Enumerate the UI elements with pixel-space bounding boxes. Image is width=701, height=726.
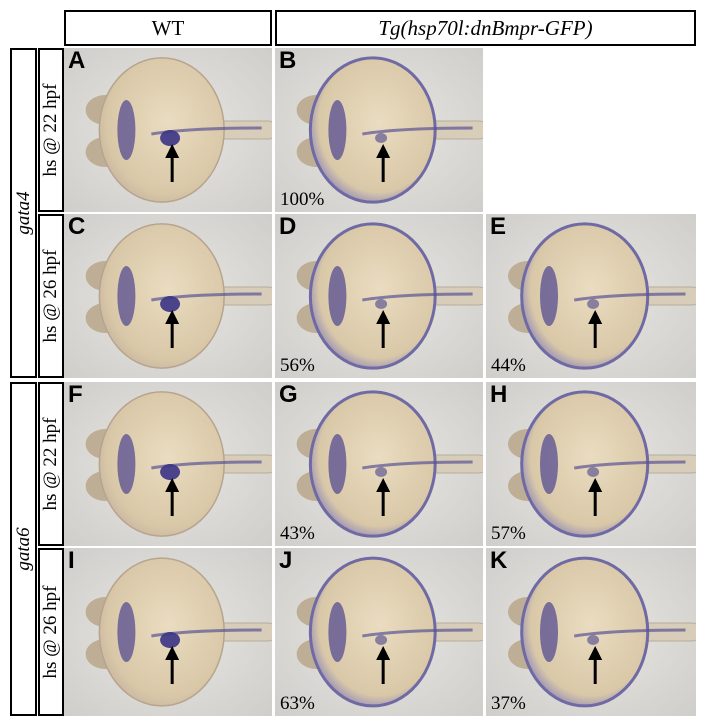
panel-label-k: K bbox=[490, 548, 508, 574]
panel-b: B 100% bbox=[275, 48, 483, 212]
embryo-image bbox=[275, 382, 483, 546]
panel-c: C bbox=[64, 214, 272, 378]
gene-label-gata6-text: gata6 bbox=[12, 527, 34, 571]
panel-d: D 56% bbox=[275, 214, 483, 378]
panel-label-i: I bbox=[68, 548, 75, 574]
embryo-image bbox=[275, 214, 483, 378]
column-header-transgenic: Tg(hsp70l:dnBmpr-GFP) bbox=[275, 10, 696, 46]
panel-percent-b: 100% bbox=[280, 189, 325, 210]
embryo-image bbox=[486, 548, 696, 716]
embryo-image bbox=[275, 548, 483, 716]
gene-label-gata4: gata4 bbox=[10, 48, 37, 378]
panel-e: E 44% bbox=[486, 214, 696, 378]
panel-percent-h: 57% bbox=[491, 523, 526, 544]
condition-label-row1-text: hs @ 22 hpf bbox=[40, 83, 61, 177]
condition-label-row3: hs @ 22 hpf bbox=[38, 382, 64, 546]
panel-h: H 57% bbox=[486, 382, 696, 546]
condition-label-row1: hs @ 22 hpf bbox=[38, 48, 64, 212]
panel-label-j: J bbox=[279, 548, 293, 574]
panel-label-e: E bbox=[490, 214, 507, 240]
panel-label-f: F bbox=[68, 382, 83, 408]
embryo-image bbox=[64, 48, 272, 212]
column-header-wt-label: WT bbox=[151, 15, 185, 40]
condition-label-row4-text: hs @ 26 hpf bbox=[40, 585, 61, 679]
embryo-image bbox=[275, 48, 483, 212]
panel-label-g: G bbox=[279, 382, 298, 408]
condition-label-row4: hs @ 26 hpf bbox=[38, 548, 64, 716]
panel-f: F bbox=[64, 382, 272, 546]
embryo-image bbox=[486, 214, 696, 378]
panel-label-b: B bbox=[279, 48, 297, 74]
embryo-image bbox=[64, 548, 272, 716]
panel-label-h: H bbox=[490, 382, 508, 408]
panel-percent-d: 56% bbox=[280, 355, 315, 376]
panel-i: I bbox=[64, 548, 272, 716]
embryo-image bbox=[64, 214, 272, 378]
panel-k: K 37% bbox=[486, 548, 696, 716]
panel-a: A bbox=[64, 48, 272, 212]
condition-label-row2-text: hs @ 26 hpf bbox=[40, 249, 61, 343]
column-header-transgenic-label: Tg(hsp70l:dnBmpr-GFP) bbox=[378, 15, 593, 40]
panel-label-c: C bbox=[68, 214, 86, 240]
embryo-image bbox=[64, 382, 272, 546]
panel-j: J 63% bbox=[275, 548, 483, 716]
panel-label-d: D bbox=[279, 214, 297, 240]
panel-percent-g: 43% bbox=[280, 523, 315, 544]
column-header-wt: WT bbox=[64, 10, 272, 46]
panel-g: G 43% bbox=[275, 382, 483, 546]
embryo-image bbox=[486, 382, 696, 546]
panel-percent-k: 37% bbox=[491, 693, 526, 714]
condition-label-row2: hs @ 26 hpf bbox=[38, 214, 64, 378]
gene-label-gata6: gata6 bbox=[10, 382, 37, 716]
panel-percent-e: 44% bbox=[491, 355, 526, 376]
panel-label-a: A bbox=[68, 48, 86, 74]
panel-percent-j: 63% bbox=[280, 693, 315, 714]
gene-label-gata4-text: gata4 bbox=[12, 191, 34, 235]
condition-label-row3-text: hs @ 22 hpf bbox=[40, 417, 61, 511]
